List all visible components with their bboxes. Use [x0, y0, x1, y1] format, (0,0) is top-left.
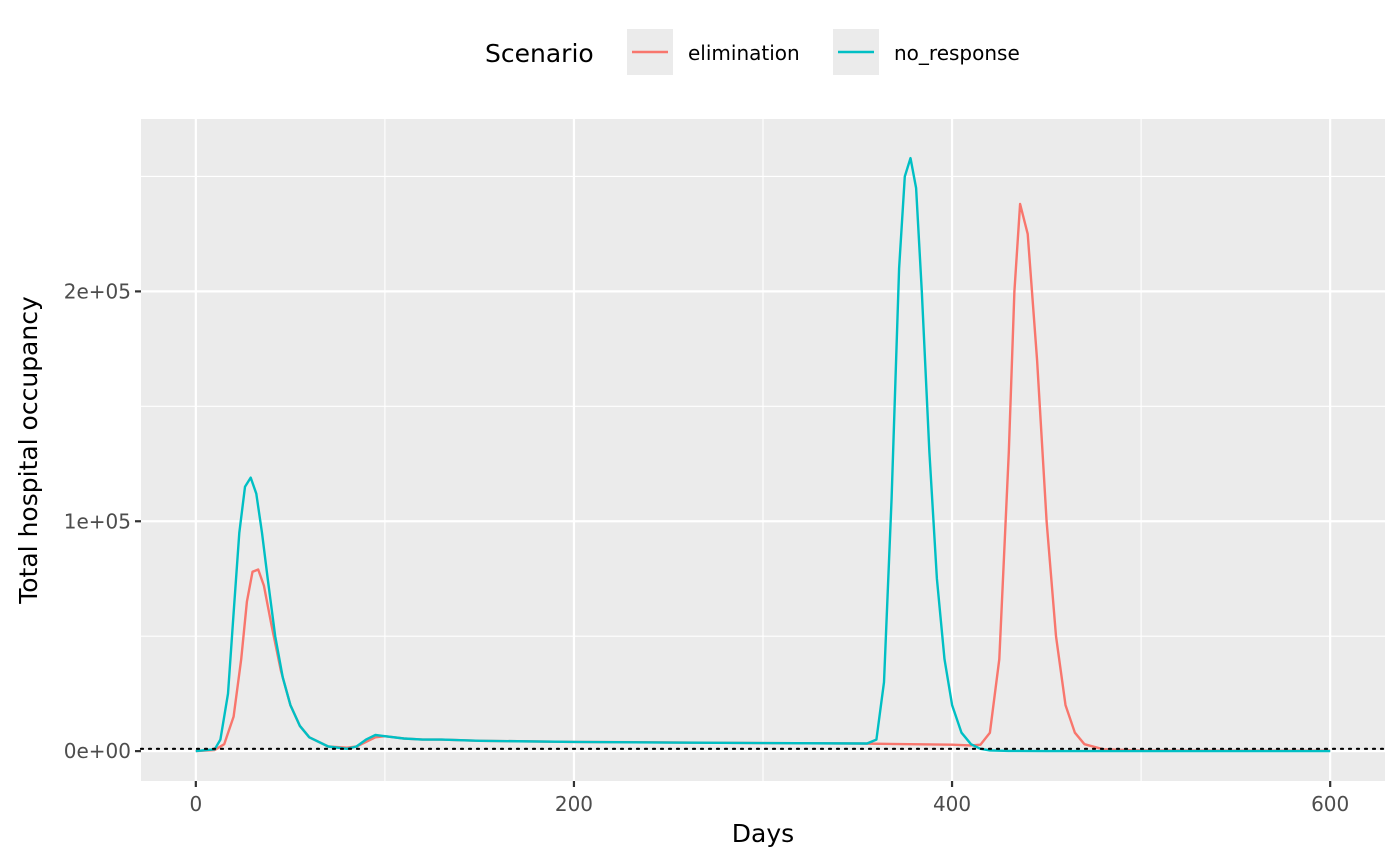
- y-tick-label: 1e+05: [64, 509, 131, 533]
- x-axis-title: Days: [732, 819, 794, 848]
- y-axis-title: Total hospital occupancy: [14, 296, 43, 605]
- x-axis: 0 200 400 600: [189, 781, 1349, 816]
- series-lines: [195, 156, 1331, 753]
- legend-label-elimination: elimination: [688, 41, 800, 65]
- x-tick-label: 600: [1311, 792, 1349, 816]
- y-axis: 0e+00 1e+05 2e+05: [64, 279, 141, 763]
- legend-label-no-response: no_response: [894, 41, 1020, 65]
- x-tick-label: 200: [555, 792, 593, 816]
- x-tick-label: 0: [189, 792, 202, 816]
- x-tick-label: 400: [933, 792, 971, 816]
- legend: Scenario elimination no_response: [485, 29, 1020, 75]
- grid-minor: [141, 119, 1385, 781]
- y-tick-label: 2e+05: [64, 279, 131, 303]
- y-tick-label: 0e+00: [64, 739, 131, 763]
- series-line-no-response: [195, 156, 1331, 753]
- legend-title: Scenario: [485, 39, 594, 68]
